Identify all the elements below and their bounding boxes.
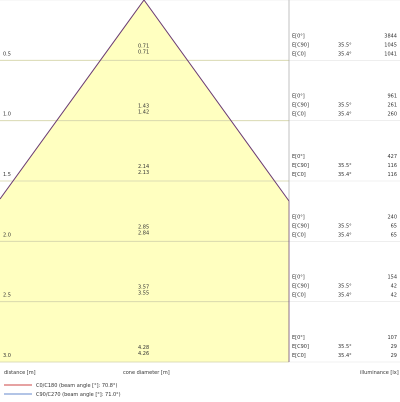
illuminance-value: 65 <box>391 232 397 238</box>
cone-outline <box>0 0 290 202</box>
diameter-label-c90: 2.13 <box>138 170 149 176</box>
cone-outline-layer <box>0 0 290 362</box>
illuminance-angle: 35.4° <box>338 293 352 299</box>
legend-label-c90: C90/C270 (beam angle [°]: 71.0°) <box>36 392 121 398</box>
diameter-label-c0: 1.43 <box>138 104 149 110</box>
illuminance-row-label: E[C90] <box>292 284 309 290</box>
diameter-label-c0: 4.28 <box>138 345 149 351</box>
illuminance-angle: 35.4° <box>338 353 352 359</box>
illuminance-value: 65 <box>391 223 397 229</box>
illuminance-value: 3844 <box>384 33 397 39</box>
diameter-label-c0: 0.71 <box>138 43 149 49</box>
illuminance-row-label: E[0°] <box>292 154 305 160</box>
label-layer: 0.5 0.710.71 E[0°] 3844 E[C90] 35.5° 1045 E[C0]… <box>3 33 397 359</box>
legend-label-c0: C0/C180 (beam angle [°]: 70.8°) <box>36 383 117 389</box>
illuminance-value: 1041 <box>384 51 397 57</box>
distance-label: 2.5 <box>3 293 11 299</box>
illuminance-row-label: E[0°] <box>292 94 305 100</box>
illuminance-row-label: E[0°] <box>292 214 305 220</box>
illuminance-angle: 35.5° <box>338 344 352 350</box>
illuminance-value: 961 <box>387 94 397 100</box>
illuminance-axis-label: illuminance [lx] <box>360 370 399 376</box>
illuminance-angle: 35.5° <box>338 103 352 109</box>
illuminance-value: 29 <box>391 353 397 359</box>
distance-label: 1.5 <box>3 172 11 178</box>
illuminance-angle: 35.4° <box>338 232 352 238</box>
illuminance-value: 261 <box>387 103 397 109</box>
illuminance-row-label: E[C90] <box>292 42 309 48</box>
distance-label: 0.5 <box>3 51 11 57</box>
illuminance-angle: 35.4° <box>338 112 352 118</box>
illuminance-row-label: E[0°] <box>292 275 305 281</box>
illuminance-row-label: E[C0] <box>292 112 306 118</box>
illuminance-angle: 35.4° <box>338 172 352 178</box>
illuminance-angle: 35.5° <box>338 163 352 169</box>
illuminance-row-label: E[0°] <box>292 33 305 39</box>
distance-axis-label: distance [m] <box>4 370 36 376</box>
illuminance-row-label: E[C90] <box>292 223 309 229</box>
distance-label: 3.0 <box>3 353 11 359</box>
illuminance-row-label: E[0°] <box>292 335 305 341</box>
illuminance-row-label: E[C0] <box>292 293 306 299</box>
illuminance-value: 1045 <box>384 42 397 48</box>
diameter-label-c90: 3.55 <box>138 291 149 297</box>
illuminance-row-label: E[C0] <box>292 172 306 178</box>
illuminance-angle: 35.5° <box>338 42 352 48</box>
diameter-label-c0: 2.14 <box>138 164 149 170</box>
illuminance-value: 427 <box>387 154 397 160</box>
illuminance-value: 116 <box>387 163 397 169</box>
diameter-label-c90: 4.26 <box>138 351 149 357</box>
illuminance-row-label: E[C90] <box>292 103 309 109</box>
illuminance-value: 29 <box>391 344 397 350</box>
illuminance-row-label: E[C0] <box>292 232 306 238</box>
diameter-label-c90: 1.42 <box>138 110 149 116</box>
illuminance-row-label: E[C0] <box>292 353 306 359</box>
diameter-axis-label: cone diameter [m] <box>123 370 170 376</box>
illuminance-angle: 35.5° <box>338 223 352 229</box>
illuminance-row-label: E[C90] <box>292 344 309 350</box>
illuminance-value: 116 <box>387 172 397 178</box>
illuminance-angle: 35.4° <box>338 51 352 57</box>
illuminance-value: 42 <box>391 284 397 290</box>
diameter-label-c90: 2.84 <box>138 230 149 236</box>
illuminance-value: 240 <box>387 214 397 220</box>
diameter-label-c0: 3.57 <box>138 285 149 291</box>
illuminance-angle: 35.5° <box>338 284 352 290</box>
distance-label: 1.0 <box>3 112 11 118</box>
diameter-label-c0: 2.85 <box>138 224 149 230</box>
diameter-label-c90: 0.71 <box>138 49 149 55</box>
illuminance-value: 107 <box>387 335 397 341</box>
illuminance-row-label: E[C90] <box>292 163 309 169</box>
legend: C0/C180 (beam angle [°]: 70.8°) C90/C270… <box>4 383 121 398</box>
illuminance-row-label: E[C0] <box>292 51 306 57</box>
illuminance-value: 154 <box>387 275 397 281</box>
distance-label: 2.0 <box>3 232 11 238</box>
illuminance-value: 42 <box>391 293 397 299</box>
illuminance-value: 260 <box>387 112 397 118</box>
